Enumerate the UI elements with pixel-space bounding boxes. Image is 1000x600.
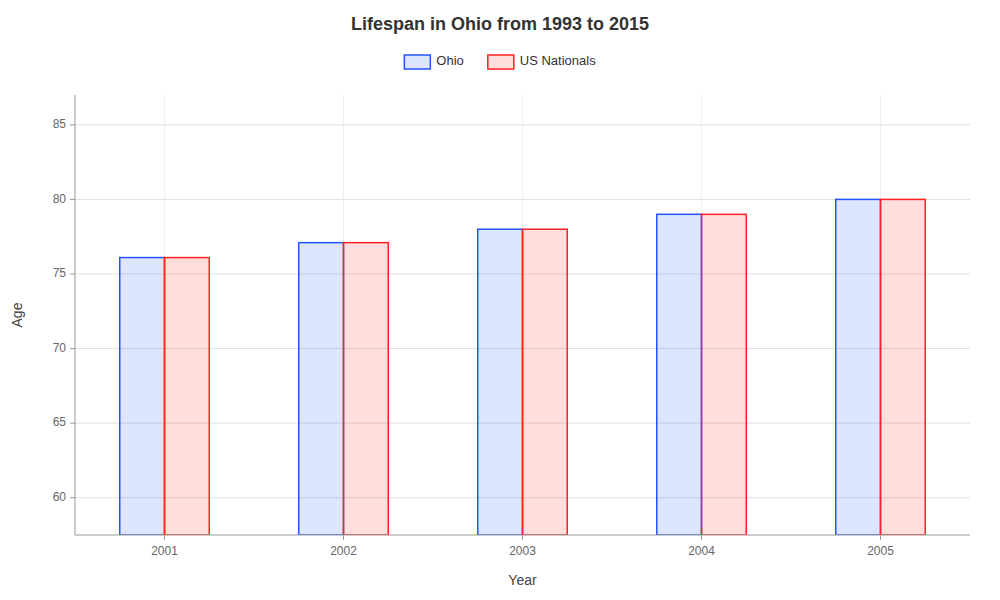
legend-item: Ohio <box>404 53 463 69</box>
bar <box>836 199 881 535</box>
bar <box>344 243 389 535</box>
chart-title: Lifespan in Ohio from 1993 to 2015 <box>351 14 649 34</box>
y-tick <box>70 124 75 125</box>
bar <box>881 199 926 535</box>
x-axis-label: Year <box>508 572 537 588</box>
y-axis-label: Age <box>9 302 25 327</box>
legend-swatch <box>404 55 430 69</box>
y-tick <box>70 199 75 200</box>
y-tick <box>70 273 75 274</box>
x-tick <box>522 535 523 540</box>
chart-container: 60 65 70 75 80 85 2001 2002 2003 2004 2005 Year Age L… <box>0 0 1000 600</box>
y-axis-line <box>75 95 76 535</box>
y-tick-label: 65 <box>53 415 67 429</box>
x-tick <box>164 535 165 540</box>
legend-label: Ohio <box>436 53 463 68</box>
y-tick <box>70 423 75 424</box>
legend-swatch <box>488 55 514 69</box>
bars <box>120 199 926 535</box>
x-tick-label: 2001 <box>151 544 178 558</box>
x-tick-label: 2003 <box>509 544 536 558</box>
chart-svg: 60 65 70 75 80 85 2001 2002 2003 2004 2005 Year Age L… <box>0 0 1000 600</box>
grid <box>75 95 970 535</box>
x-tick <box>343 535 344 540</box>
y-tick-label: 75 <box>53 266 67 280</box>
axes: 60 65 70 75 80 85 2001 2002 2003 2004 2005 <box>53 95 970 558</box>
legend-label: US Nationals <box>520 53 596 68</box>
bar <box>120 258 165 535</box>
bar <box>657 214 702 535</box>
bar <box>299 243 344 535</box>
y-tick-label: 85 <box>53 117 67 131</box>
y-tick <box>70 497 75 498</box>
x-tick <box>701 535 702 540</box>
x-tick-label: 2005 <box>867 544 894 558</box>
x-tick <box>880 535 881 540</box>
bar <box>523 229 568 535</box>
x-tick-label: 2004 <box>688 544 715 558</box>
y-tick <box>70 348 75 349</box>
bar <box>702 214 747 535</box>
y-tick-label: 60 <box>53 490 67 504</box>
x-tick-label: 2002 <box>330 544 357 558</box>
y-tick-label: 70 <box>53 341 67 355</box>
bar <box>165 258 210 535</box>
legend: Ohio US Nationals <box>404 53 596 69</box>
y-tick-label: 80 <box>53 192 67 206</box>
bar <box>478 229 523 535</box>
legend-item: US Nationals <box>488 53 596 69</box>
